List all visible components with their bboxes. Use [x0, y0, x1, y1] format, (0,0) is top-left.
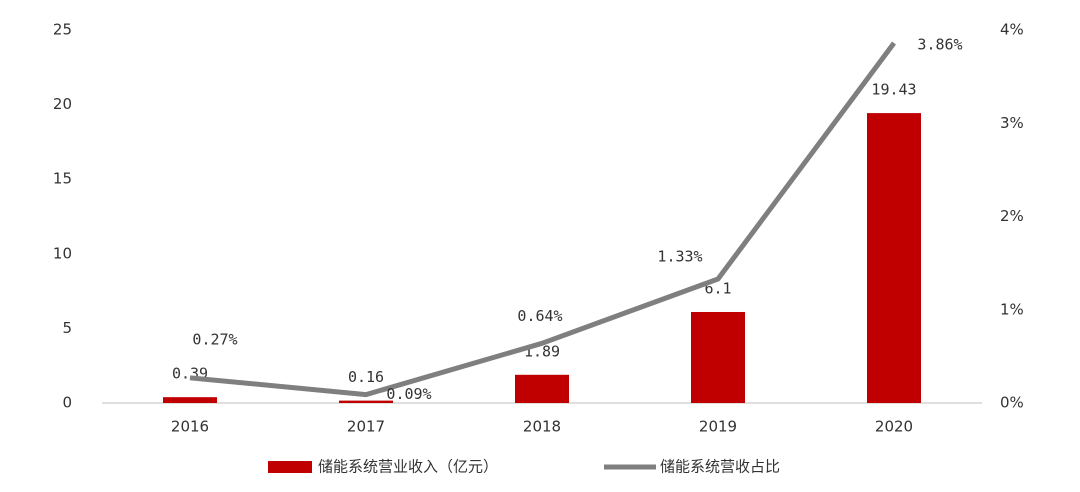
data-label: 0.09% — [386, 385, 431, 403]
y-tick-label: 15 — [53, 170, 72, 188]
y2-tick-label: 3% — [1000, 114, 1024, 132]
x-tick-label: 2019 — [699, 418, 737, 436]
y2-tick-label: 0% — [1000, 394, 1024, 412]
x-tick-label: 2020 — [875, 418, 913, 436]
data-label: 0.64% — [517, 307, 562, 325]
x-tick-label: 2018 — [523, 418, 561, 436]
bar — [867, 113, 921, 403]
bar — [515, 374, 569, 403]
bar — [691, 311, 745, 403]
x-tick-label: 2016 — [171, 418, 209, 436]
data-label: 19.43 — [871, 81, 916, 99]
y-tick-label: 10 — [53, 244, 72, 262]
data-label: 0.27% — [192, 330, 237, 348]
bar — [339, 400, 393, 403]
line — [189, 41, 897, 398]
y2-tick-label: 4% — [1000, 21, 1024, 39]
x-tick-label: 2017 — [347, 418, 385, 436]
legend-swatch — [268, 461, 312, 473]
data-label: 3.86% — [917, 36, 962, 54]
legend-label: 储能系统营业收入（亿元） — [318, 458, 498, 476]
legend-label: 储能系统营收占比 — [660, 458, 780, 476]
bar — [163, 397, 217, 403]
y-tick-label: 0 — [62, 394, 72, 412]
y-tick-label: 25 — [53, 21, 72, 39]
y2-tick-label: 2% — [1000, 207, 1024, 225]
data-label: 1.33% — [657, 247, 702, 265]
y-tick-label: 20 — [53, 95, 72, 113]
data-label: 0.16 — [348, 368, 384, 386]
y-tick-label: 5 — [62, 319, 72, 337]
y2-tick-label: 1% — [1000, 300, 1024, 318]
